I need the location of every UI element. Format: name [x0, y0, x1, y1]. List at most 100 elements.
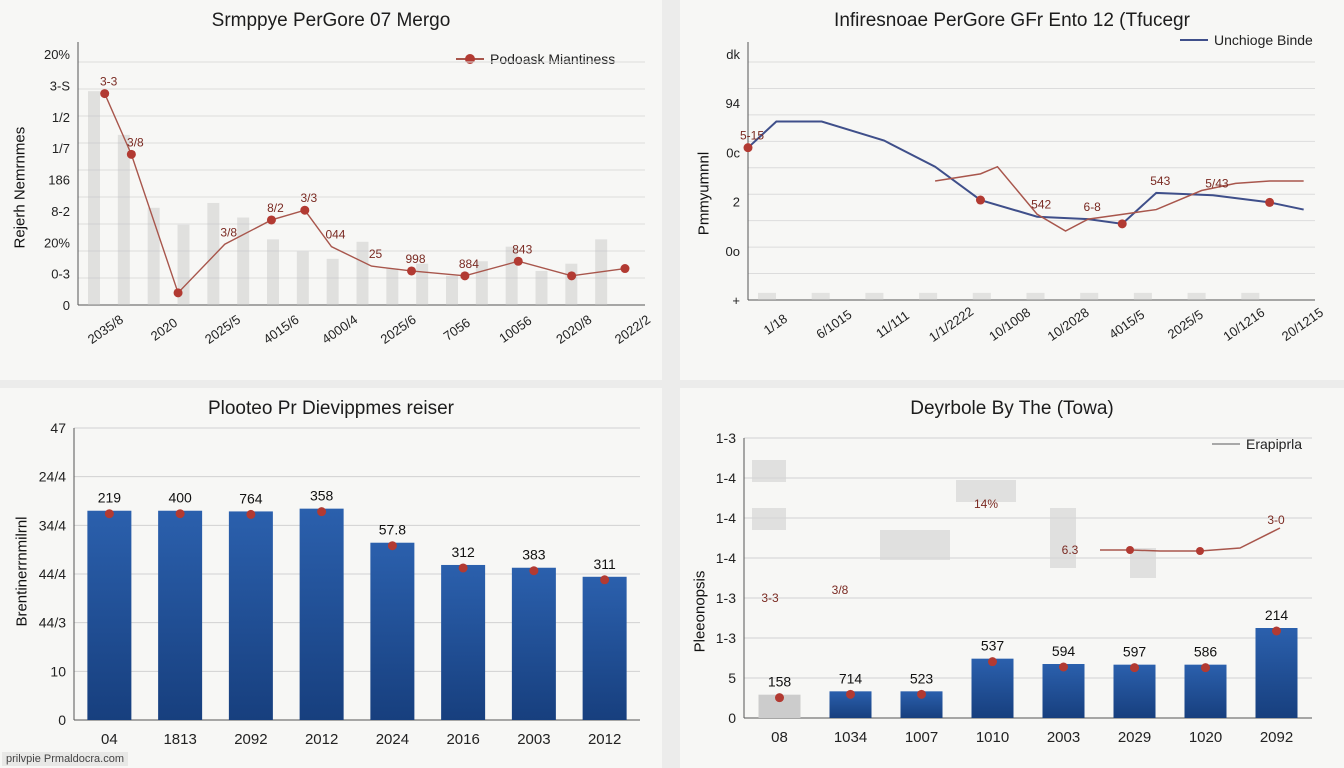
background-bar	[535, 270, 548, 305]
y-tick-label: 24/4	[39, 469, 66, 485]
bar	[1255, 628, 1298, 718]
background-bar	[1133, 292, 1152, 300]
chart-plot: 0 10 44/3 44/4 34/4 24/4 47 219 04 400 1813 764 2092…	[39, 420, 640, 748]
background-bar	[117, 134, 130, 305]
y-tick-label: 34/4	[39, 517, 66, 533]
chart-panel-top-right: Infiresnoae PerGore GFr Ento 12 (Tfucegr…	[680, 0, 1344, 380]
bar-marker	[1059, 662, 1068, 672]
background-box	[752, 508, 786, 530]
bar-value-label: 594	[1052, 643, 1076, 659]
legend-label: Erapiprla	[1246, 436, 1303, 452]
bar	[299, 508, 344, 720]
data-label: 044	[325, 228, 345, 242]
bar	[158, 510, 203, 720]
y-tick-label: 0o	[726, 244, 740, 259]
background-bar	[505, 246, 518, 305]
data-label: 3/8	[220, 225, 237, 239]
scatter-label: 6.3	[1062, 543, 1079, 557]
x-tick-label: 2016	[446, 731, 479, 748]
background-bar	[1080, 292, 1099, 300]
x-tick-label: 2020/8	[553, 312, 594, 347]
data-label: 3/3	[300, 191, 317, 205]
data-label: 25	[369, 247, 383, 261]
background-bar	[1241, 292, 1260, 300]
bar-marker	[1201, 663, 1210, 673]
scatter-label: 3-0	[1267, 513, 1285, 527]
data-point	[567, 271, 577, 281]
x-tick-label: 10056	[496, 313, 534, 346]
x-tick-label: 20/1215	[1279, 305, 1326, 344]
bar	[370, 542, 415, 720]
data-point	[460, 271, 470, 281]
bar-marker	[988, 657, 997, 667]
legend: Erapiprla	[1212, 436, 1302, 452]
bar	[1042, 664, 1085, 718]
data-label: 542	[1031, 198, 1051, 212]
bar-value-label: 714	[839, 670, 863, 686]
y-tick-label: 1-4	[716, 550, 736, 566]
x-tick-label: 4000/4	[319, 312, 360, 347]
legend: Unchioge Binde	[1180, 32, 1313, 48]
x-tick-label: 2092	[234, 731, 267, 748]
x-tick-label: 1020	[1189, 729, 1222, 746]
x-tick-label: 1034	[834, 729, 867, 746]
y-tick-label: 94	[726, 96, 740, 111]
background-bar	[326, 258, 339, 305]
background-bar	[1026, 292, 1045, 300]
bar-marker	[529, 566, 539, 576]
y-tick-label: 186	[48, 173, 70, 188]
x-tick-label: 2012	[588, 731, 621, 748]
chart-plot: 0 5 1-3 1-3 1-4 1-4 1-4 1-3 158 08 714 1034 523 1007 5…	[716, 430, 1312, 746]
background-box	[1130, 548, 1156, 578]
x-tick-label: 2092	[1260, 729, 1293, 746]
y-tick-label: 1-4	[716, 510, 736, 526]
x-tick-label: 10/2028	[1045, 305, 1092, 344]
background-bar	[386, 268, 399, 305]
data-point	[1117, 219, 1127, 229]
bar-value-label: 597	[1123, 644, 1147, 660]
bar-value-label: 764	[239, 490, 263, 506]
bar-value-label: 311	[593, 556, 616, 572]
x-tick-label: 2025/5	[1165, 307, 1206, 342]
data-point	[1265, 197, 1275, 207]
x-tick-label: 4015/5	[1106, 307, 1147, 342]
bar	[582, 576, 627, 720]
y-tick-label: 0	[58, 712, 66, 728]
data-label: 543	[1150, 174, 1170, 188]
bar-marker	[1130, 663, 1139, 673]
bar	[758, 694, 801, 718]
x-tick-label: 08	[771, 729, 788, 746]
chart-panel-bottom-right: Deyrbole By The (Towa) Pleeonopsis Erapi…	[680, 388, 1344, 768]
bar-value-label: 586	[1194, 644, 1218, 660]
bar	[228, 511, 273, 720]
y-tick-label: 1/2	[52, 110, 70, 125]
x-tick-label: 2024	[376, 731, 409, 748]
y-tick-label: 20%	[44, 235, 70, 250]
data-label: 843	[512, 242, 532, 256]
x-tick-label: 11/111	[873, 308, 912, 341]
data-point	[407, 266, 417, 276]
bar-marker	[917, 689, 926, 699]
scatter-label: 14%	[974, 497, 998, 511]
chart-panel-top-left: Srmppye PerGore 07 Mergo Rejerh Nemrnmes…	[0, 0, 662, 380]
background-bar	[147, 207, 160, 305]
y-tick-label: 2	[733, 195, 740, 210]
y-tick-label: 0c	[726, 145, 740, 160]
x-tick-label: 2003	[1047, 729, 1080, 746]
x-tick-label: 04	[101, 731, 118, 748]
bar-value-label: 214	[1265, 607, 1289, 623]
y-tick-label: +	[732, 293, 740, 308]
x-tick-label: 1/1/2222	[926, 304, 976, 345]
data-label: 998	[406, 252, 426, 266]
data-point	[100, 89, 110, 99]
y-tick-label: 1-4	[716, 470, 736, 486]
y-tick-label: 20%	[44, 47, 70, 62]
background-bar	[811, 292, 830, 300]
bar-value-label: 358	[310, 488, 334, 504]
data-point	[975, 195, 985, 205]
bar-marker	[600, 575, 610, 585]
background-bar	[865, 292, 884, 300]
bar	[441, 564, 486, 720]
background-bar	[356, 241, 369, 305]
y-tick-label: 10	[50, 663, 66, 679]
